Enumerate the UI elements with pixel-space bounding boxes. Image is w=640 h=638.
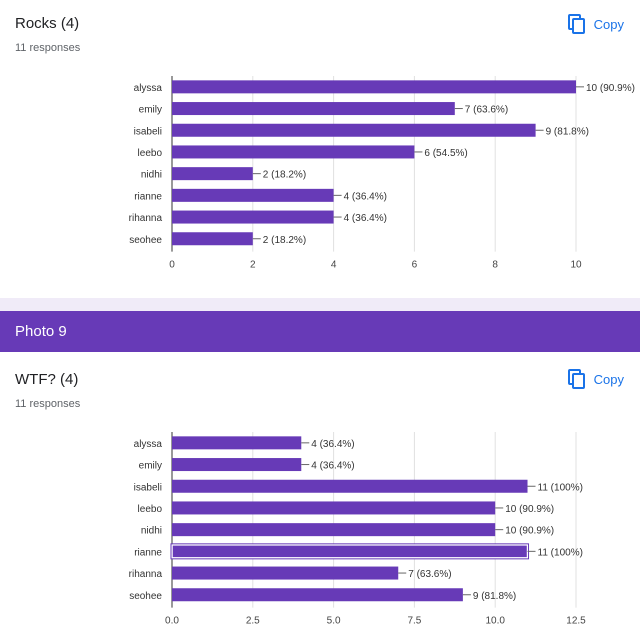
bar-nidhi[interactable] [172,523,496,537]
data-label: 2 (18.2%) [263,235,306,246]
copy-label: Copy [593,16,624,32]
category-label: rihanna [129,569,163,580]
copy-button[interactable]: Copy [567,12,624,36]
data-label: 10 (90.9%) [505,526,554,537]
category-label: alyssa [134,83,163,94]
data-label: 4 (36.4%) [344,191,387,202]
copy-button[interactable]: Copy [567,367,624,391]
bar-rihanna[interactable] [172,566,399,580]
data-label: 9 (81.8%) [546,126,589,137]
bar-rianne[interactable] [171,544,529,559]
category-label: isabeli [134,126,162,137]
x-tick-label: 4 [331,260,337,271]
question-title: WTF? (4) [15,371,79,388]
bar-chart-wtf: 0.0 2.5 5.0 7.5 10.0 12.5 alyssa 4 (36.4%) emily… [129,432,586,627]
data-label: 11 (100%) [538,482,583,493]
copy-icon [567,14,585,34]
response-count: 11 responses [15,42,81,54]
category-label: nidhi [141,526,162,537]
x-tick-label: 8 [492,260,498,271]
x-tick-label: 0 [169,260,175,271]
data-label: 10 (90.9%) [586,83,635,94]
bar-rihanna[interactable] [172,210,334,224]
x-tick-label: 2.5 [246,616,260,627]
category-label: leebo [138,148,163,159]
copy-icon [567,369,585,389]
bar-isabeli[interactable] [172,123,536,137]
response-count: 11 responses [15,398,81,410]
bar-emily[interactable] [172,458,302,472]
section-gap [0,298,640,311]
copy-label: Copy [593,371,624,387]
data-label: 4 (36.4%) [311,461,354,472]
bar-chart-rocks: 0 2 4 6 8 10 alyssa 10 (90.9%) emily 7 (63.6%) isa… [129,76,635,271]
bar-emily[interactable] [172,102,455,116]
x-tick-label: 6 [412,260,418,271]
category-label: seohee [129,235,162,246]
data-label: 4 (36.4%) [344,213,387,224]
category-label: rihanna [129,213,163,224]
category-label: leebo [138,504,163,515]
data-label: 6 (54.5%) [424,148,467,159]
bar-rianne[interactable] [172,188,334,202]
category-label: rianne [134,191,162,202]
data-label: 7 (63.6%) [408,569,451,580]
data-label: 9 (81.8%) [473,591,516,602]
x-tick-label: 10.0 [485,616,505,627]
category-label: alyssa [134,439,163,450]
category-label: isabeli [134,482,162,493]
x-tick-label: 7.5 [407,616,421,627]
bar-leebo[interactable] [172,501,496,515]
data-label: 7 (63.6%) [465,105,508,116]
data-label: 10 (90.9%) [505,504,554,515]
question-title: Rocks (4) [15,15,80,32]
bar-alyssa[interactable] [172,80,576,94]
x-tick-label: 2 [250,260,256,271]
category-label: nidhi [141,170,162,181]
section-title: Photo 9 [15,323,67,340]
category-label: rianne [134,547,162,558]
x-tick-label: 0.0 [165,616,179,627]
bar-alyssa[interactable] [172,436,302,450]
question-card-rocks: Rocks (4) 11 responses Copy 0 2 4 6 8 10 alyss… [0,0,640,298]
data-label: 2 (18.2%) [263,170,306,181]
bar-leebo[interactable] [172,145,415,159]
category-label: emily [139,461,162,472]
bar-isabeli[interactable] [172,479,528,493]
bar-seohee[interactable] [172,588,463,602]
question-card-wtf: WTF? (4) 11 responses Copy 0.0 2.5 5.0 7.5 1… [0,352,640,638]
bar-seohee[interactable] [172,232,253,246]
data-label: 11 (100%) [538,547,583,558]
x-tick-label: 10 [570,260,582,271]
x-tick-label: 12.5 [566,616,586,627]
category-label: emily [139,105,162,116]
category-label: seohee [129,591,162,602]
x-tick-label: 5.0 [327,616,341,627]
bar-nidhi[interactable] [172,167,253,181]
data-label: 4 (36.4%) [311,439,354,450]
section-header: Photo 9 [0,311,640,352]
